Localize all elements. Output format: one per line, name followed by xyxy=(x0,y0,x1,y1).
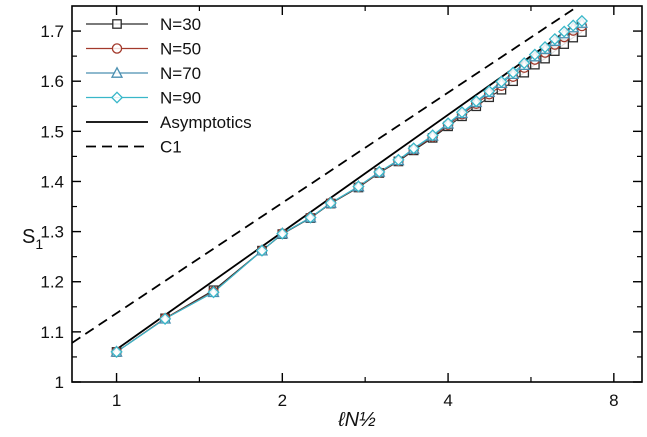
data-point xyxy=(538,40,552,54)
x-tick-label: 2 xyxy=(278,391,287,410)
y-tick-label: 1.5 xyxy=(40,122,64,141)
legend-label: N=70 xyxy=(160,64,201,83)
data-point xyxy=(518,57,531,70)
data-point xyxy=(441,117,455,130)
data-point xyxy=(276,227,289,240)
x-axis-ticks: 1 2 4 8 xyxy=(112,6,619,410)
legend-label: N=30 xyxy=(160,15,201,34)
legend-label: N=50 xyxy=(160,40,201,59)
data-point xyxy=(495,75,508,88)
data-point xyxy=(207,286,220,299)
y-tick-label: 1.7 xyxy=(40,22,64,41)
data-point xyxy=(483,85,496,98)
data-point xyxy=(304,211,317,224)
x-tick-label: 4 xyxy=(443,391,452,410)
y-tick-label: 1.3 xyxy=(40,223,64,242)
x-tick-label: 8 xyxy=(609,391,618,410)
data-point xyxy=(407,142,420,155)
legend-marker xyxy=(111,43,123,54)
y-axis-title-sub: 1 xyxy=(35,236,43,252)
data-point xyxy=(470,95,483,108)
legend-marker xyxy=(110,91,124,104)
x-axis-title: ℓN½ xyxy=(337,409,376,431)
data-point xyxy=(324,196,337,210)
plot-frame xyxy=(71,5,643,383)
legend-label: N=90 xyxy=(160,89,201,108)
data-point xyxy=(567,19,580,32)
legend: N=30 N=50 N=70 N=90 Asymptotics C1 xyxy=(86,15,252,157)
y-tick-label: 1.1 xyxy=(40,323,64,342)
y-tick-label: 1.6 xyxy=(40,72,64,91)
data-point xyxy=(352,180,365,193)
y-tick-label: 1.2 xyxy=(40,273,64,292)
data-point xyxy=(506,66,520,79)
data-point xyxy=(373,165,386,179)
data-point xyxy=(528,48,541,61)
y-tick-label: 1 xyxy=(55,373,64,392)
data-point xyxy=(575,14,589,28)
y-axis-title-main: S xyxy=(22,226,35,248)
data-point xyxy=(426,129,439,142)
x-tick-label: 1 xyxy=(112,391,121,410)
series-line-4 xyxy=(116,19,583,351)
legend-marker xyxy=(110,66,124,78)
y-tick-label: 1.4 xyxy=(40,172,64,191)
legend-label: C1 xyxy=(160,138,182,157)
data-point xyxy=(110,345,123,359)
curves xyxy=(72,6,583,353)
data-point xyxy=(255,244,269,257)
legend-label: Asymptotics xyxy=(160,113,252,132)
y-axis-title: S1 xyxy=(22,226,43,252)
data-point xyxy=(558,25,571,38)
data-point xyxy=(392,153,405,167)
data-point xyxy=(158,312,172,325)
series-line-5 xyxy=(72,6,580,344)
data-point xyxy=(548,32,561,46)
legend-marker xyxy=(112,19,122,29)
y-axis-ticks: 1 1.1 1.2 1.3 1.4 1.5 1.6 1.7 xyxy=(40,22,642,392)
data-point xyxy=(455,106,469,119)
markers xyxy=(110,14,589,359)
